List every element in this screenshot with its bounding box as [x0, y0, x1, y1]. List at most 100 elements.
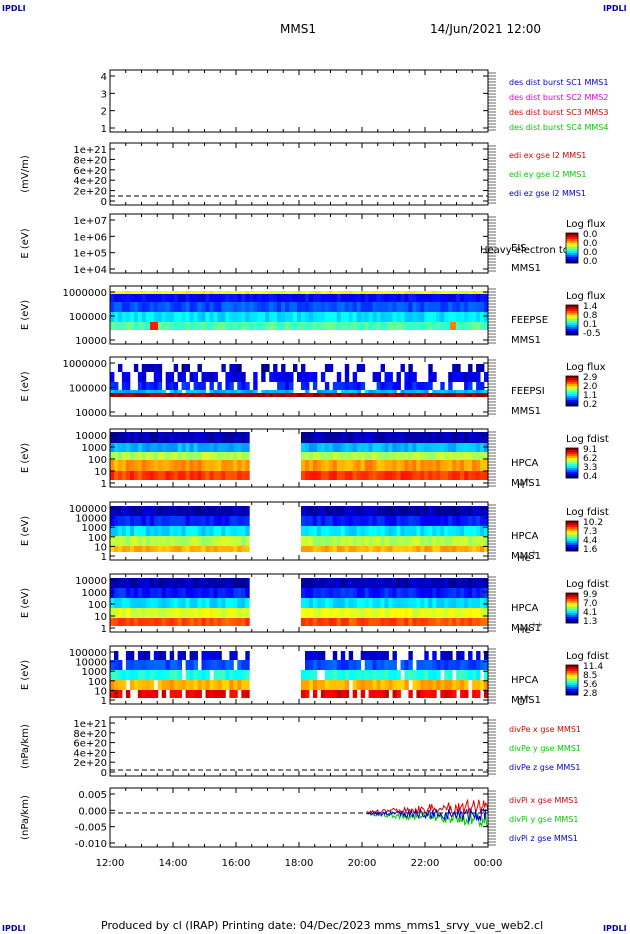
- spectrogram-cell: [121, 608, 127, 618]
- spectrogram-cell: [468, 506, 473, 516]
- spectrogram-cell: [305, 302, 310, 312]
- spectrogram-cell: [428, 393, 433, 397]
- spectrogram-cell: [133, 432, 139, 443]
- spectrogram-cell: [348, 302, 354, 312]
- legend-entry: divPe x gse MMS1: [509, 725, 581, 734]
- spectrogram-cell: [376, 460, 381, 471]
- spectrogram-cell: [308, 312, 314, 322]
- spectrogram-cell: [145, 322, 151, 330]
- spectrogram-cell: [428, 618, 433, 626]
- spectrogram-cell: [297, 372, 302, 382]
- spectrogram-cell: [225, 680, 230, 690]
- spectrogram-cell: [452, 578, 457, 588]
- legend-entry: edi ex gse l2 MMS1: [509, 151, 586, 160]
- spectrogram-cell: [464, 506, 469, 516]
- spectrogram-cell: [209, 680, 214, 690]
- spectrogram-cell: [396, 516, 401, 526]
- spectrogram-cell: [316, 443, 322, 452]
- spectrogram-cell: [221, 390, 226, 393]
- spectrogram-cell: [213, 690, 218, 698]
- spectrogram-cell: [408, 372, 413, 382]
- spectrogram-cell: [432, 536, 437, 546]
- colorbar-segment: [566, 527, 578, 530]
- spectrogram-cell: [301, 680, 306, 690]
- spectrogram-cell: [145, 393, 151, 397]
- spectrogram-cell: [444, 546, 449, 552]
- spectrogram-cell: [289, 294, 294, 302]
- spectrogram-cell: [320, 302, 326, 312]
- spectrogram-cell: [114, 670, 119, 680]
- spectrogram-cell: [137, 312, 143, 322]
- spectrogram-cell: [380, 443, 385, 452]
- colorbar-segment: [566, 466, 578, 469]
- spectrogram-cell: [301, 302, 306, 312]
- spectrogram-cell: [464, 393, 469, 397]
- spectrogram-cell: [480, 432, 485, 443]
- spectrogram-cell: [173, 578, 179, 588]
- spectrogram-cell: [305, 312, 310, 322]
- spectrogram-cell: [332, 536, 338, 546]
- spectrogram-cell: [416, 471, 421, 480]
- spectrogram-cell: [265, 302, 270, 312]
- spectrogram-cell: [324, 526, 330, 536]
- y-tick-label: 10000: [75, 658, 107, 669]
- spectrogram-cell: [348, 294, 354, 302]
- spectrogram-cell: [324, 471, 330, 480]
- instrument-label: MMS1: [511, 406, 541, 417]
- y-tick-label: 10: [94, 612, 107, 623]
- spectrogram-cell: [213, 588, 218, 598]
- spectrogram-cell: [388, 390, 393, 393]
- spectrogram-cell: [297, 322, 302, 330]
- spectrogram-cell: [149, 390, 155, 393]
- spectrogram-cell: [217, 471, 222, 480]
- spectrogram-cell: [189, 390, 194, 393]
- spectrogram-cell: [125, 432, 131, 443]
- spectrogram-cell: [173, 382, 179, 390]
- spectrogram-cell: [432, 670, 437, 680]
- spectrogram-cell: [141, 588, 147, 598]
- spectrogram-cell: [432, 588, 437, 598]
- spectrogram-cell: [356, 312, 362, 322]
- spectrogram-cell: [257, 322, 262, 330]
- spectrogram-cell: [460, 578, 465, 588]
- spectrogram-cell: [301, 506, 306, 516]
- y-tick-label: 100: [88, 677, 107, 688]
- spectrogram-cell: [153, 471, 159, 480]
- spectrogram-cell: [336, 526, 342, 536]
- spectrogram-cell: [396, 670, 401, 680]
- spectrogram-cell: [125, 670, 131, 680]
- spectrogram-cell: [360, 460, 366, 471]
- spectrogram-cell: [125, 390, 131, 393]
- spectrogram-cell: [301, 452, 306, 460]
- spectrogram-cell: [157, 393, 163, 397]
- spectrogram-cell: [213, 452, 218, 460]
- spectrogram-cell: [444, 526, 449, 536]
- spectrogram-cell: [388, 372, 393, 382]
- spectrogram-cell: [436, 294, 441, 302]
- spectrogram-cell: [213, 291, 218, 294]
- spectrogram-cell: [253, 312, 258, 322]
- spectrogram-cell: [484, 452, 489, 460]
- spectrogram-cell: [332, 390, 338, 393]
- spectrogram-cell: [209, 578, 214, 588]
- spectrogram-cell: [181, 536, 186, 546]
- spectrogram-cell: [281, 393, 286, 397]
- spectrogram-cell: [118, 506, 123, 516]
- spectrogram-cell: [340, 526, 346, 536]
- spectrogram-cell: [408, 294, 413, 302]
- spectrogram-cell: [400, 578, 405, 588]
- spectrogram-cell: [392, 382, 397, 390]
- spectrogram-cell: [293, 364, 298, 372]
- spectrogram-cell: [356, 294, 362, 302]
- spectrogram-cell: [125, 452, 131, 460]
- spectrogram-cell: [293, 291, 298, 294]
- spectrogram-cell: [161, 471, 167, 480]
- spectrogram-cell: [289, 372, 294, 382]
- spectrogram-cell: [452, 506, 457, 516]
- spectrogram-cell: [312, 516, 318, 526]
- spectrogram-cell: [153, 660, 159, 670]
- spectrogram-cell: [384, 322, 389, 330]
- spectrogram-cell: [376, 618, 381, 626]
- spectrogram-cell: [225, 291, 230, 294]
- spectrogram-cell: [181, 506, 186, 516]
